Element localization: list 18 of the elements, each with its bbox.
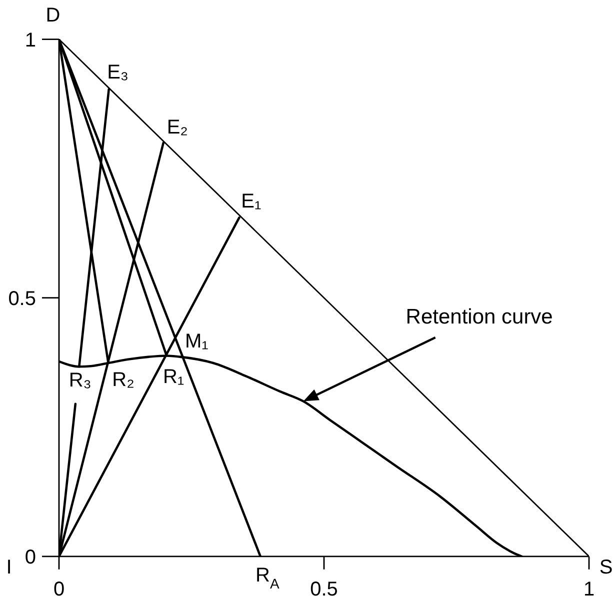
annotation: R₂ <box>112 369 134 392</box>
annotation: E₃ <box>107 61 129 84</box>
text: Retention curve <box>406 304 553 328</box>
x-axis-title: S <box>599 556 613 578</box>
annotation: R$_{A}$ <box>256 564 280 592</box>
annotation: R₁ <box>162 366 184 388</box>
x-tick-label: 0.5 <box>310 578 338 601</box>
annotation: I <box>6 556 12 578</box>
annotation: E₁ <box>241 190 262 213</box>
y-tick-label: 0 <box>24 546 36 568</box>
x-tick-label: 0 <box>53 578 65 601</box>
annotation: E₂ <box>166 116 188 139</box>
y-axis-title: D <box>46 4 60 26</box>
y-tick-label: 0.5 <box>8 288 36 310</box>
x-tick-label: 1 <box>583 578 595 601</box>
y-tick-label: 1 <box>24 29 36 52</box>
annotation: M₁ <box>184 330 209 352</box>
annotation: R₃ <box>68 370 92 392</box>
